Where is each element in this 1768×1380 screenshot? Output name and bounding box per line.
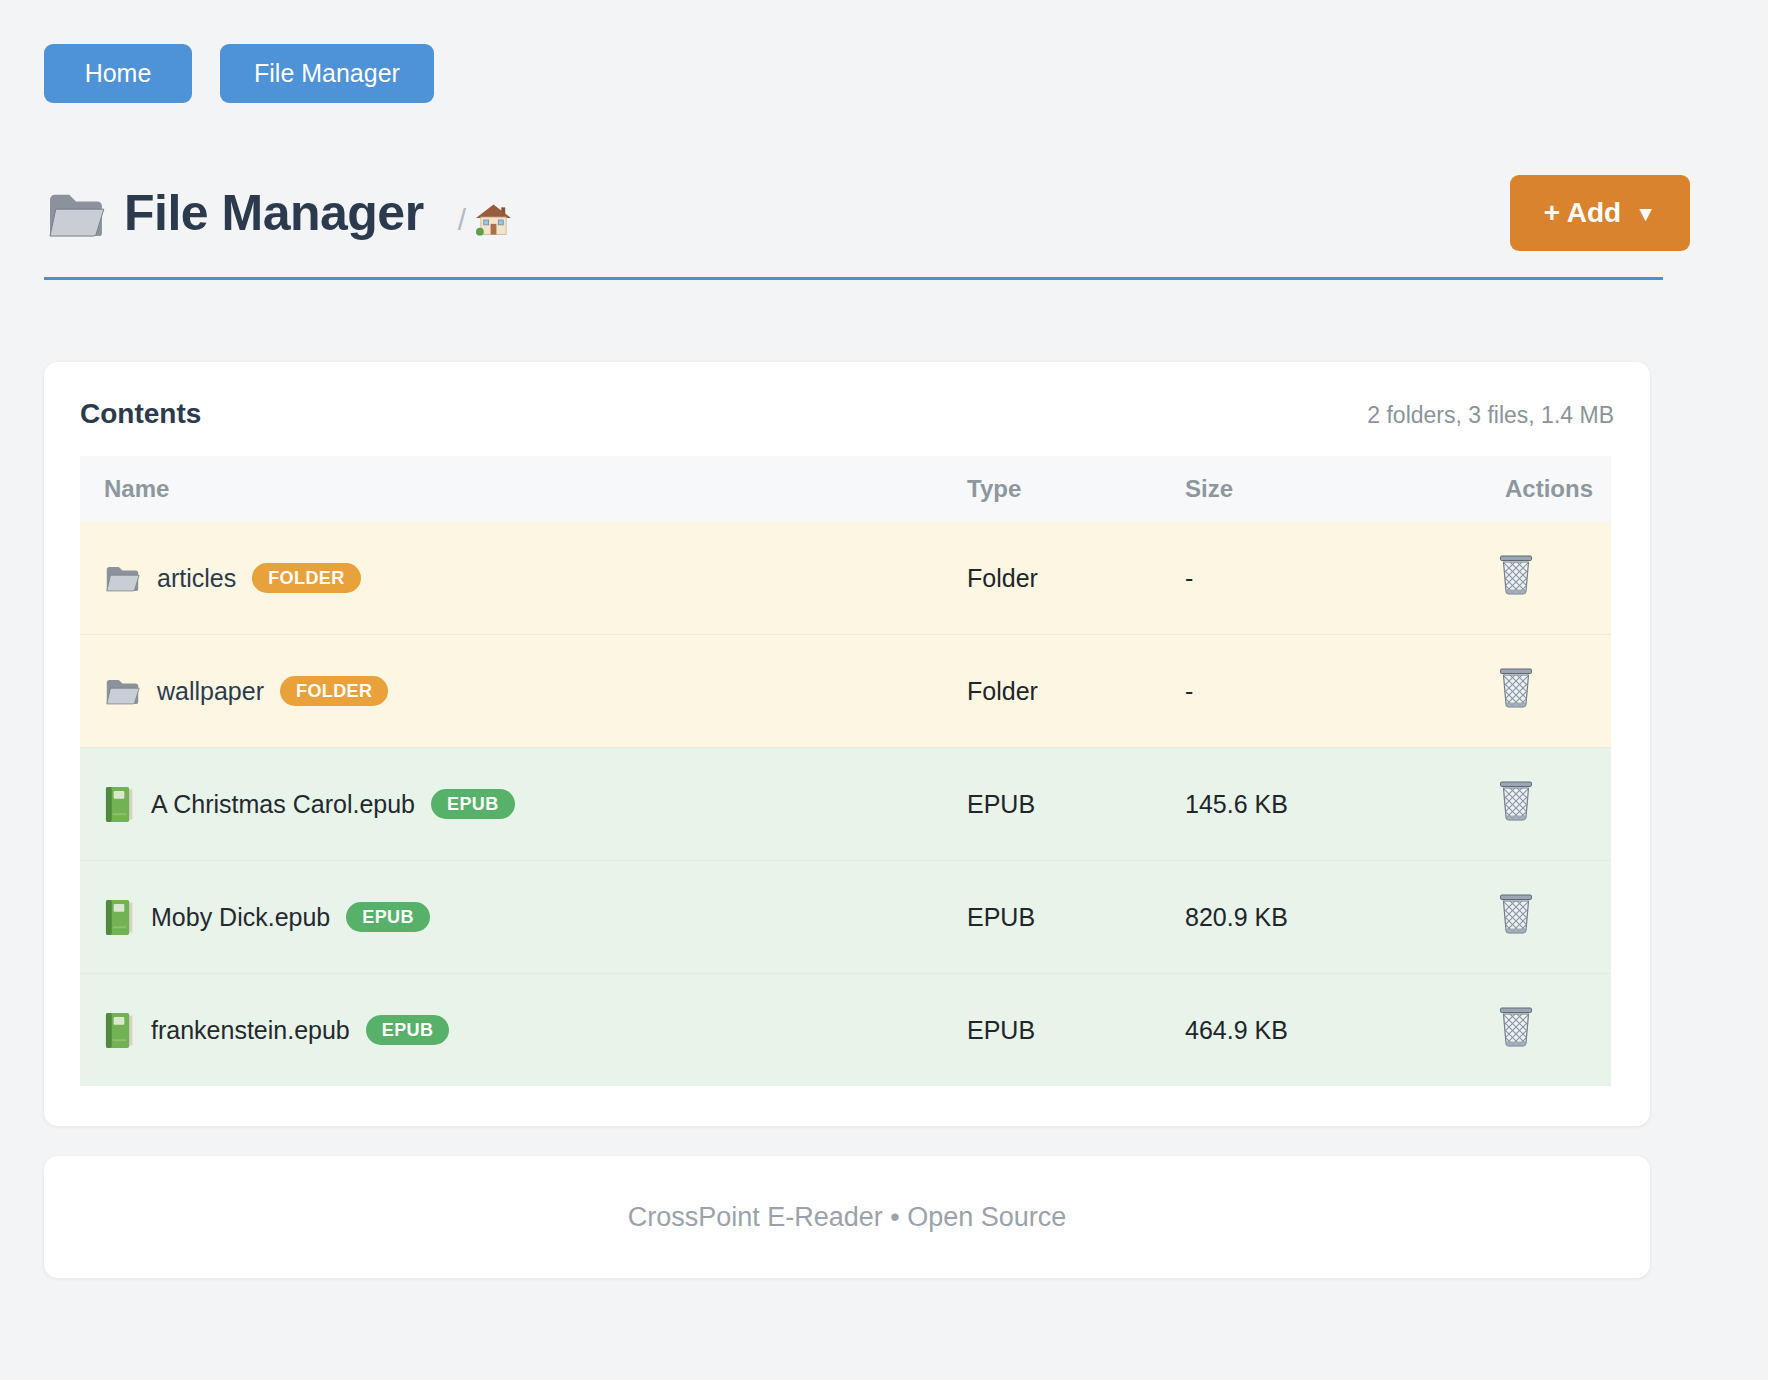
column-header-actions: Actions [1435,456,1611,522]
delete-button[interactable] [1499,668,1533,708]
add-button-label: + Add [1544,197,1622,229]
trash-icon [1499,1007,1533,1047]
add-button[interactable]: + Add ▼ [1510,175,1690,251]
file-name-link[interactable]: Moby Dick.epub [151,903,330,932]
file-name-link[interactable]: A Christmas Carol.epub [151,790,415,819]
trash-icon [1499,781,1533,821]
breadcrumb: / [458,203,511,237]
size-cell: - [1185,522,1435,635]
column-header-size: Size [1185,456,1435,522]
table-row: articles FOLDER Folder - [80,522,1611,635]
footer-text: CrossPoint E-Reader • Open Source [628,1202,1067,1233]
footer: CrossPoint E-Reader • Open Source [44,1156,1650,1278]
type-cell: EPUB [967,748,1185,861]
contents-summary: 2 folders, 3 files, 1.4 MB [1367,402,1614,429]
file-name-link[interactable]: frankenstein.epub [151,1016,350,1045]
file-table: Name Type Size Actions articles FOLDER [80,456,1611,1086]
epub-badge: EPUB [346,902,430,932]
size-cell: 464.9 KB [1185,974,1435,1087]
table-row: wallpaper FOLDER Folder - [80,635,1611,748]
delete-button[interactable] [1499,1007,1533,1047]
table-row: frankenstein.epub EPUB EPUB 464.9 KB [80,974,1611,1087]
nav-file-manager-button[interactable]: File Manager [220,44,434,103]
delete-button[interactable] [1499,781,1533,821]
file-name-link[interactable]: wallpaper [157,677,264,706]
folder-badge: FOLDER [280,676,388,706]
type-cell: Folder [967,635,1185,748]
type-cell: Folder [967,522,1185,635]
page-header: File Manager / + Add ▼ [44,175,1724,251]
size-cell: 145.6 KB [1185,748,1435,861]
epub-badge: EPUB [366,1015,450,1045]
page-title: File Manager [124,184,424,242]
trash-icon [1499,894,1533,934]
table-header-row: Name Type Size Actions [80,456,1611,522]
table-row: Moby Dick.epub EPUB EPUB 820.9 KB [80,861,1611,974]
book-icon [104,1012,135,1049]
book-icon [104,899,135,936]
folder-badge: FOLDER [252,563,360,593]
trash-icon [1499,668,1533,708]
house-icon[interactable] [476,204,511,236]
table-row: A Christmas Carol.epub EPUB EPUB 145.6 K… [80,748,1611,861]
contents-heading: Contents [80,398,201,430]
book-icon [104,786,135,823]
folder-icon [104,676,141,706]
breadcrumb-separator: / [458,203,466,237]
size-cell: - [1185,635,1435,748]
folder-icon [104,563,141,593]
type-cell: EPUB [967,974,1185,1087]
delete-button[interactable] [1499,555,1533,595]
type-cell: EPUB [967,861,1185,974]
epub-badge: EPUB [431,789,515,819]
file-manager-page: Home File Manager File Manager / + Add ▼… [0,0,1768,1278]
trash-icon [1499,555,1533,595]
delete-button[interactable] [1499,894,1533,934]
contents-card: Contents 2 folders, 3 files, 1.4 MB Name… [44,362,1650,1126]
nav-home-button[interactable]: Home [44,44,192,103]
open-folder-icon [44,188,106,238]
header-divider [44,277,1663,280]
column-header-type: Type [967,456,1185,522]
file-name-link[interactable]: articles [157,564,236,593]
chevron-down-icon: ▼ [1635,203,1656,224]
column-header-name: Name [80,456,967,522]
top-navigation: Home File Manager [44,44,1724,103]
size-cell: 820.9 KB [1185,861,1435,974]
